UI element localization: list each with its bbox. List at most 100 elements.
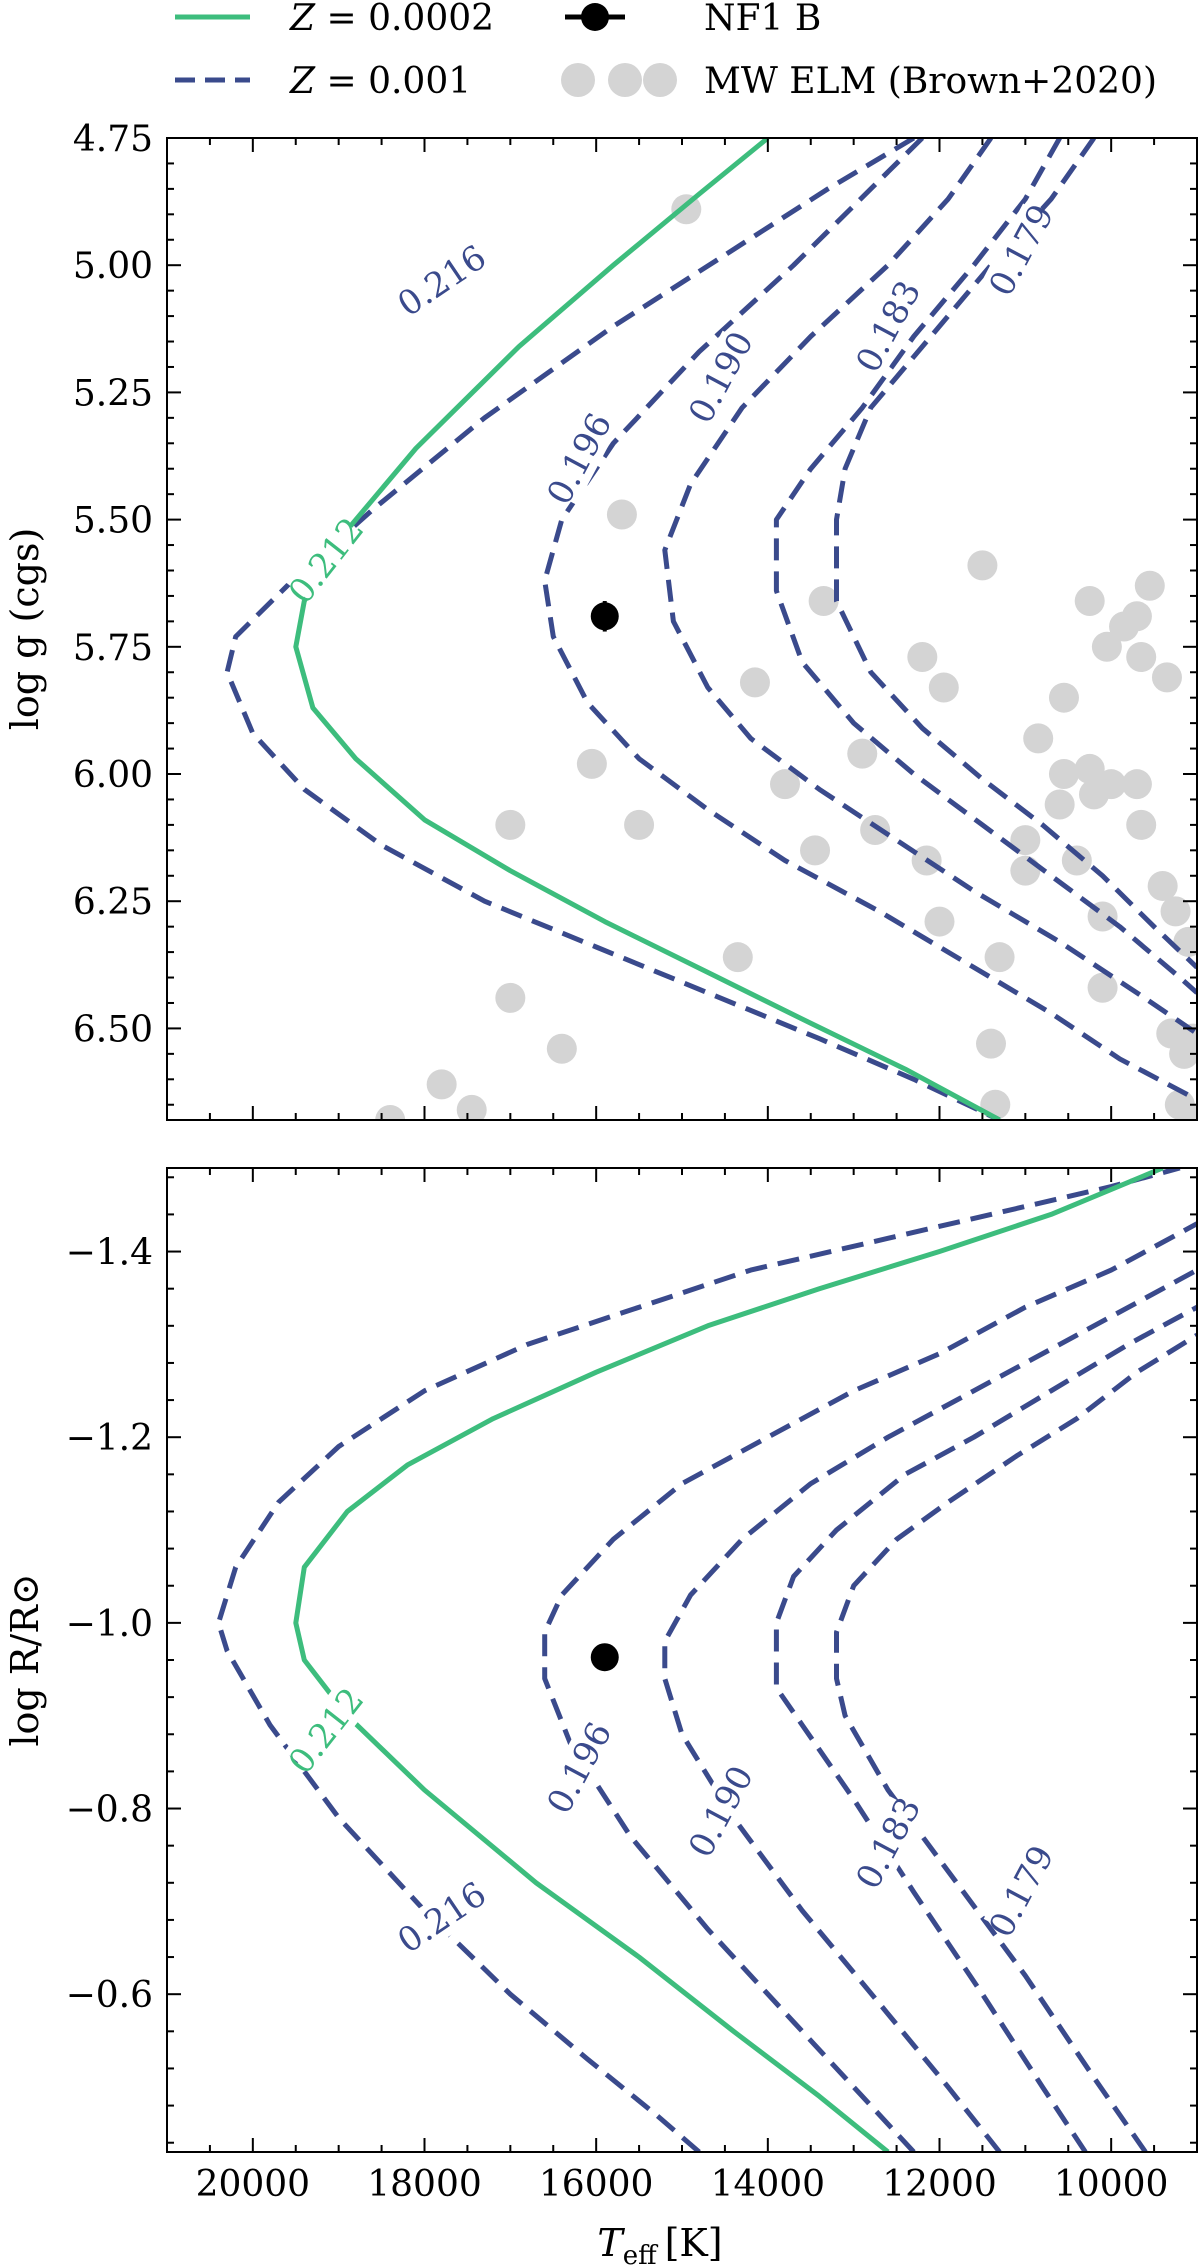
y-tick-label: −0.8: [66, 1790, 153, 1831]
contour-label-mask: [541, 1721, 617, 1815]
contour-label-mask: [395, 1877, 488, 1958]
track-0179-line: [834, 1332, 1197, 2152]
y-tick-label: −1.0: [66, 1604, 153, 1645]
y-axis-title: log R/R⊙: [3, 1573, 47, 1746]
y-tick-label: −1.4: [66, 1233, 153, 1274]
track-0183-line: [773, 1305, 1197, 2152]
y-tick-label: 5.00: [73, 246, 153, 287]
mw-elm-point: [1074, 753, 1105, 784]
x-tick-label: 10000: [1054, 2164, 1169, 2205]
x-tick-label: 16000: [539, 2164, 654, 2205]
mw-elm-point: [924, 906, 955, 937]
mw-elm-point: [800, 835, 831, 866]
mw-elm-point: [967, 550, 998, 581]
contour-label-mask: [850, 1796, 926, 1890]
track-0183-line: [773, 138, 1197, 995]
mw-elm-point: [1048, 759, 1079, 790]
mw-elm-point: [1126, 809, 1157, 840]
mw-elm-point: [671, 194, 702, 225]
mw-elm-point: [928, 672, 959, 703]
y-tick-label: 4.75: [73, 119, 153, 160]
track-0190-line: [662, 138, 1197, 1036]
track-0196-line: [542, 1221, 1197, 2152]
y-tick-label: 5.50: [73, 501, 153, 542]
contour-label-mask: [983, 1844, 1059, 1938]
contour-label-mask: [683, 330, 759, 424]
legend: Z = 0.0002 Z = 0.001 NF1 B MW ELM (Brown…: [175, 0, 1157, 102]
track-0216-line: [224, 138, 1001, 1120]
mw-elm-point: [1160, 896, 1191, 927]
mw-elm-point: [1087, 972, 1118, 1003]
x-tick-label: 18000: [367, 2164, 482, 2205]
mw-elm-point: [976, 1028, 1006, 1059]
legend-label-nf1b: NF1 B: [704, 0, 821, 39]
mw-elm-point: [426, 1069, 457, 1100]
contour-label-mask: [983, 203, 1059, 297]
x-tick-label: 12000: [882, 2164, 997, 2205]
mw-elm-point: [1177, 1105, 1197, 1120]
mw-elm-point: [1147, 870, 1178, 901]
mw-elm-point: [770, 769, 800, 800]
contour-label-mask: [284, 1685, 368, 1776]
y-tick-label: 5.25: [73, 373, 153, 414]
contour-label-0216: 0.216: [391, 237, 494, 325]
mw-elm-point: [375, 1105, 406, 1120]
mw-elm-point: [495, 982, 526, 1013]
contour-label-mask: [541, 412, 617, 506]
mw-elm-point: [1023, 723, 1054, 754]
y-tick-label: −1.2: [66, 1418, 153, 1459]
mw-elm-point: [1044, 789, 1075, 820]
legend-scatter-dot: [608, 63, 642, 97]
track-0216-line: [216, 1168, 1181, 2152]
mw-elm-point: [624, 809, 655, 840]
track-0212-line: [293, 1168, 1164, 2152]
legend-label-z0002: Z = 0.0002: [289, 0, 494, 39]
track-0179-line: [834, 138, 1197, 970]
mw-elm-point: [1010, 855, 1041, 886]
mw-elm-point: [1074, 586, 1105, 617]
mw-elm-point: [1126, 641, 1157, 672]
mw-elm-point: [1048, 682, 1079, 713]
mw-elm-point: [576, 748, 607, 779]
contour-label-mask: [683, 1764, 759, 1858]
contour-label-0196: 0.196: [539, 407, 620, 512]
mw-elm-point: [1151, 662, 1182, 693]
mw-elm-point: [860, 814, 891, 845]
mw-elm-point: [495, 809, 526, 840]
legend-label-z001: Z = 0.001: [289, 61, 471, 102]
contour-label-0212: 0.212: [281, 510, 372, 611]
mw-elm-point: [1061, 845, 1092, 876]
contour-label-mask: [850, 279, 926, 373]
contour-label-0216: 0.216: [391, 1874, 494, 1962]
y-tick-label: 5.75: [73, 628, 153, 669]
track-0212-line: [293, 138, 1001, 1120]
contour-label-0179: 0.179: [981, 198, 1062, 303]
mw-elm-point: [1134, 570, 1165, 601]
mw-elm-point: [1010, 825, 1041, 856]
nf1b-marker: [590, 602, 619, 631]
contour-label-0190: 0.190: [681, 325, 762, 430]
y-tick-label: −0.6: [66, 1975, 153, 2016]
contour-label-mask: [395, 240, 488, 321]
mw-elm-point: [1079, 779, 1109, 810]
y-axis-title: log g (cgs): [3, 528, 47, 731]
contour-label-0179: 0.179: [981, 1839, 1062, 1944]
contour-label-0190: 0.190: [681, 1759, 762, 1864]
mw-elm-point: [456, 1094, 487, 1120]
mw-elm-point: [722, 942, 753, 973]
x-axis-title: Teff [K]: [597, 2221, 722, 2266]
y-tick-label: 6.25: [73, 882, 153, 923]
nf1b-marker: [590, 1643, 619, 1672]
mw-elm-point: [808, 586, 839, 617]
mw-elm-point: [1091, 631, 1122, 662]
legend-label-mw-elm: MW ELM (Brown+2020): [704, 61, 1157, 102]
mw-elm-point: [1121, 769, 1152, 800]
legend-scatter-dot: [561, 63, 595, 97]
x-tick-label: 14000: [711, 2164, 826, 2205]
contour-label-0212: 0.212: [281, 1680, 372, 1781]
legend-scatter-dot: [643, 63, 677, 97]
